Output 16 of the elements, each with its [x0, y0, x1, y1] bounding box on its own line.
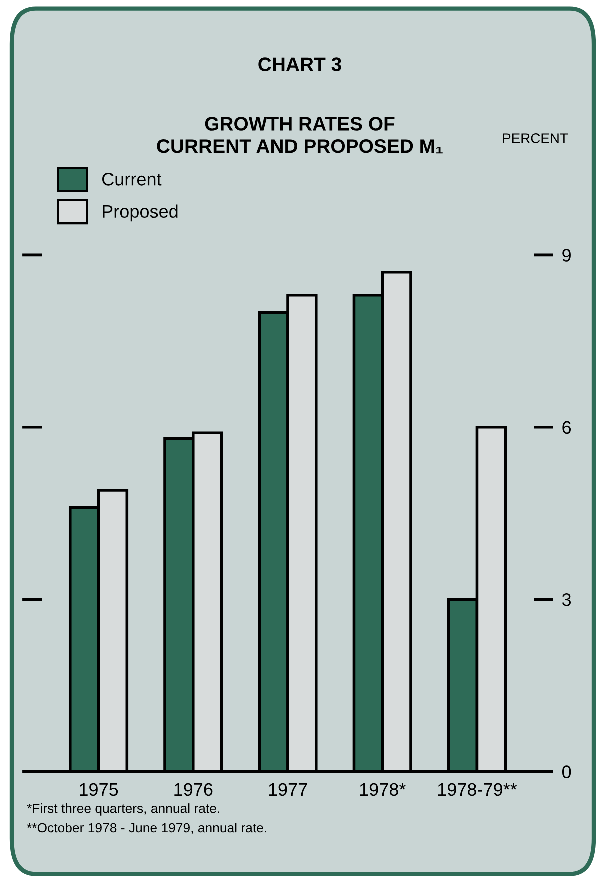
- x-tick-label: 1975: [80, 783, 118, 796]
- chart-title: CHART 3: [258, 58, 342, 72]
- x-tick-label: 1978-79**: [438, 783, 518, 796]
- y-tick-label: 6: [562, 421, 572, 434]
- x-tick-label: 1977: [269, 783, 308, 796]
- y-tick-label: 0: [562, 766, 572, 778]
- x-tick-label: 1976: [174, 783, 213, 796]
- x-tick-label: 1978*: [360, 783, 406, 796]
- y-tick-label: 3: [562, 593, 572, 606]
- legend-label: Proposed: [103, 204, 178, 222]
- text: **October 1978 - June 1979, annual rate.: [27, 822, 266, 834]
- chart-subtitle: GROWTH RATES OF CURRENT AND PROPOSED M₁: [157, 117, 443, 154]
- text: *First three quarters, annual rate.: [27, 804, 220, 816]
- legend-label: Current: [102, 173, 162, 186]
- y-tick-label: 9: [562, 249, 571, 262]
- y-axis-title: PERCENT: [503, 134, 568, 144]
